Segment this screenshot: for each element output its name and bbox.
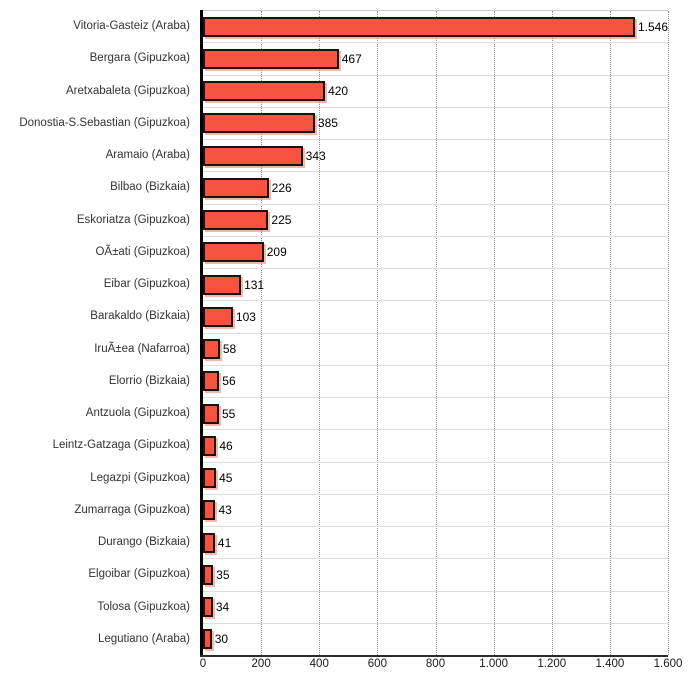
category-label: Leintz-Gatzaga (Gipuzkoa) [52, 439, 190, 452]
bar-row: 35 [203, 559, 668, 592]
bar [203, 210, 269, 231]
category-label: OÃ±ati (Gipuzkoa) [95, 245, 190, 258]
bar [203, 468, 217, 489]
value-label: 467 [341, 51, 362, 66]
value-label: 43 [218, 503, 232, 518]
bar [203, 81, 326, 102]
value-label: 209 [266, 245, 287, 260]
category-label: Antzuola (Gipuzkoa) [85, 407, 190, 420]
value-label: 385 [317, 116, 338, 131]
x-axis-tick-label: 1.000 [479, 658, 509, 670]
bar [203, 145, 303, 166]
x-axis-tick-label: 800 [425, 658, 446, 670]
bar [203, 564, 214, 585]
plot-area: 1.546 467 420 385 343 226 225 209 131 103 58 56 55 46… [200, 10, 669, 657]
x-axis-tick-label: 1.600 [653, 658, 683, 670]
bar [203, 306, 233, 327]
category-label: Eskoriatza (Gipuzkoa) [76, 213, 190, 226]
bar [203, 48, 339, 69]
bar-row: 41 [203, 527, 668, 560]
bar-row: 34 [203, 592, 668, 624]
value-label: 30 [214, 632, 229, 647]
y-axis-line [200, 10, 203, 657]
bar-row: 343 [203, 140, 668, 173]
bar [203, 16, 635, 37]
bar-row: 43 [203, 495, 668, 527]
bar-row: 131 [203, 269, 668, 302]
value-label: 131 [244, 277, 265, 292]
value-label: 226 [271, 180, 292, 195]
bar-row: 30 [203, 624, 668, 656]
bar-row: 209 [203, 237, 668, 269]
bar [203, 403, 219, 424]
bar [203, 113, 315, 134]
value-label: 58 [222, 342, 237, 357]
bar [203, 242, 264, 263]
category-label: Aramaio (Araba) [105, 149, 190, 162]
bar [203, 629, 212, 650]
bar [203, 371, 220, 392]
bar-row: 56 [203, 366, 668, 398]
bar [203, 532, 215, 553]
value-label: 41 [217, 535, 232, 550]
category-label: Legutiano (Araba) [97, 632, 190, 645]
category-label: Elgoibar (Gipuzkoa) [88, 568, 190, 581]
bar-row: 58 [203, 334, 668, 366]
value-label: 55 [221, 406, 236, 421]
value-label: 343 [305, 148, 326, 163]
x-axis-tick-label: 0 [199, 658, 207, 670]
value-label: 46 [219, 438, 233, 453]
bar [203, 339, 220, 360]
bar-row: 46 [203, 430, 668, 463]
value-label: 35 [216, 567, 230, 582]
bar [203, 597, 213, 618]
bar [203, 177, 269, 198]
bar [203, 274, 242, 295]
category-label: Eibar (Gipuzkoa) [103, 278, 190, 291]
bar-row: 45 [203, 463, 668, 495]
value-label: 34 [215, 600, 230, 615]
gridline [668, 11, 669, 655]
category-label: Aretxabaleta (Gipuzkoa) [65, 84, 190, 97]
bar-row: 420 [203, 76, 668, 108]
bar-row: 226 [203, 172, 668, 205]
category-label: IruÃ±ea (Nafarroa) [94, 342, 190, 355]
category-label: Tolosa (Gipuzkoa) [97, 600, 190, 613]
value-label: 420 [328, 84, 349, 99]
category-label: Elorrio (Bizkaia) [108, 374, 190, 387]
category-label: Bilbao (Bizkaia) [110, 181, 190, 194]
category-label: Vitoria-Gasteiz (Araba) [73, 20, 190, 33]
category-label: Barakaldo (Bizkaia) [90, 310, 190, 323]
category-label: Durango (Bizkaia) [97, 536, 190, 549]
category-labels-column: Vitoria-Gasteiz (Araba) Bergara (Gipuzkoa… [0, 10, 196, 655]
x-axis-tick-label: 1.200 [537, 658, 567, 670]
bar [203, 500, 216, 521]
value-label: 1.546 [637, 19, 668, 34]
bar-row: 103 [203, 301, 668, 334]
x-axis-tick-label: 600 [367, 658, 387, 670]
bar-rows: 1.546 467 420 385 343 226 225 209 131 103 58 56 55 46… [203, 11, 668, 656]
x-axis-line [200, 655, 668, 657]
bar-row: 55 [203, 398, 668, 431]
bar-row: 1.546 [203, 11, 668, 44]
category-label: Donostia-S.Sebastian (Gipuzkoa) [19, 116, 190, 129]
x-axis-tick-label: 1.400 [595, 658, 625, 670]
bar-row: 467 [203, 43, 668, 76]
category-label: Zumarraga (Gipuzkoa) [74, 503, 190, 516]
bar-row: 385 [203, 108, 668, 140]
value-label: 225 [271, 213, 292, 228]
category-label: Bergara (Gipuzkoa) [89, 52, 190, 65]
bar-row: 225 [203, 205, 668, 237]
x-axis-tick-labels: 0 200 400 600 800 1.000 1.200 1.400 1.600 [199, 658, 683, 674]
x-axis-tick-label: 400 [309, 658, 329, 670]
bar [203, 435, 217, 456]
value-label: 56 [222, 374, 236, 389]
x-axis-tick-label: 200 [251, 658, 271, 670]
category-label: Legazpi (Gipuzkoa) [90, 471, 190, 484]
value-label: 45 [219, 471, 233, 486]
value-label: 103 [235, 309, 256, 324]
